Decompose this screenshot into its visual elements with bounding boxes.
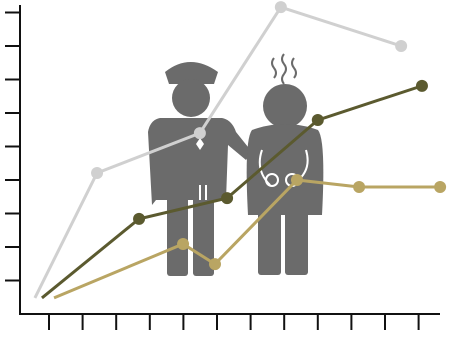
point <box>274 1 287 14</box>
steam <box>271 53 297 85</box>
handcuff <box>265 173 279 187</box>
police-head <box>172 79 210 117</box>
point <box>415 79 428 92</box>
point <box>91 166 104 179</box>
point <box>221 192 234 205</box>
series-line <box>40 84 423 300</box>
point <box>193 127 206 140</box>
prisoner-body <box>246 124 324 215</box>
police-body <box>148 118 252 205</box>
series-line <box>53 178 441 300</box>
point <box>311 114 324 127</box>
police-belt <box>199 185 207 200</box>
prisoner-head <box>263 84 307 128</box>
point <box>434 181 447 194</box>
point <box>133 212 146 225</box>
point <box>177 237 190 250</box>
point <box>290 174 303 186</box>
point <box>395 40 408 52</box>
police-badge <box>196 138 204 150</box>
prisoner-leg <box>285 205 308 275</box>
prisoner-leg <box>258 205 281 275</box>
police-hat <box>165 62 218 84</box>
police-leg <box>167 190 188 276</box>
point <box>208 258 221 271</box>
illustration <box>148 62 324 276</box>
point <box>353 181 366 194</box>
